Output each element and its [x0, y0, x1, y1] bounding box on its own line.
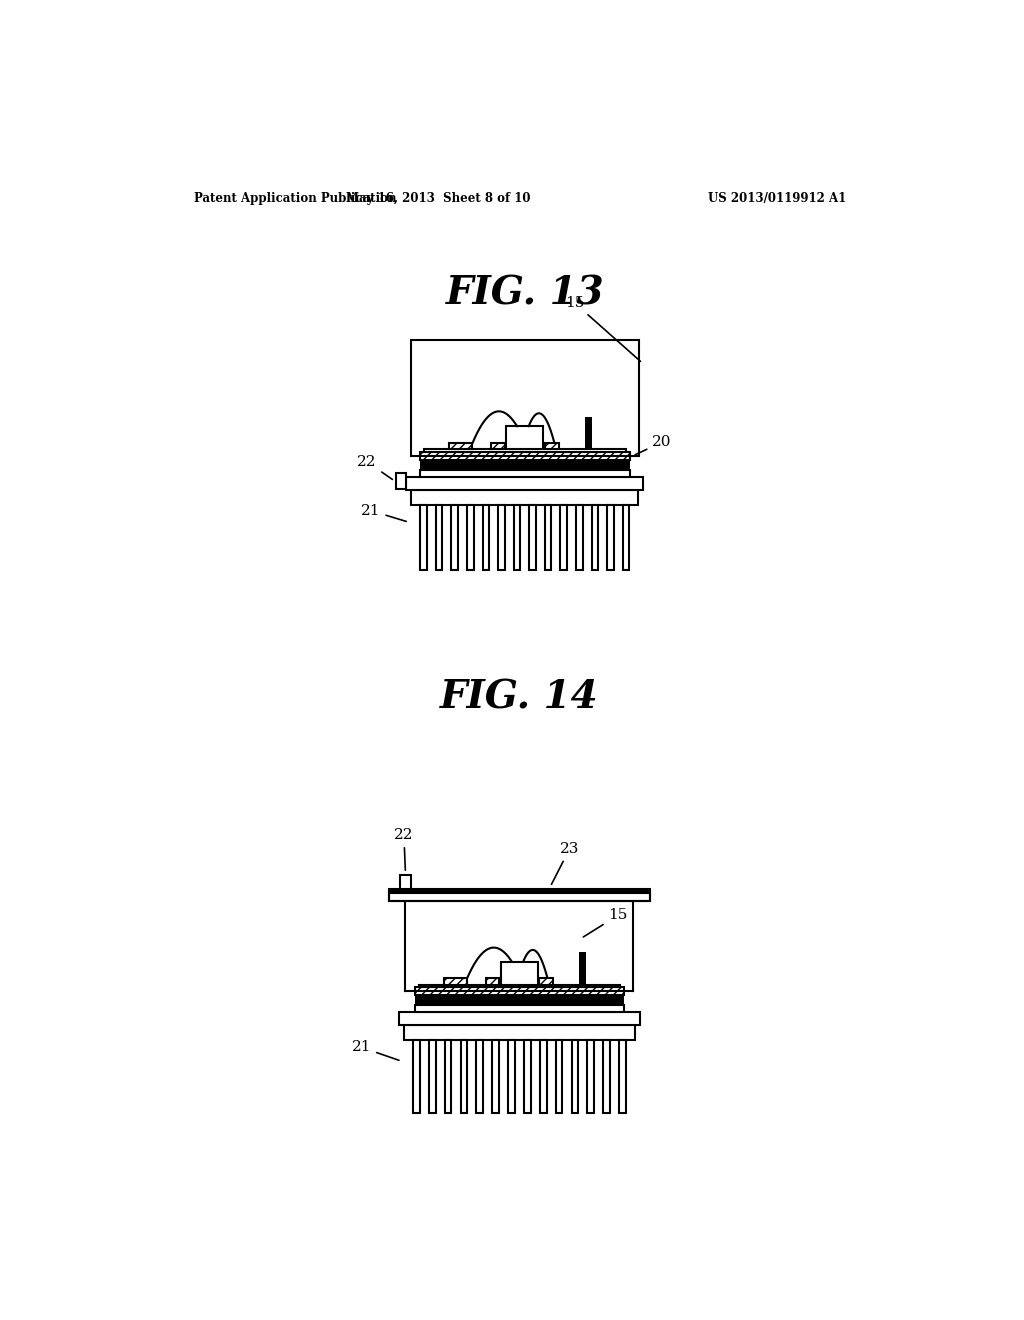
Bar — [420, 506, 427, 570]
Bar — [580, 952, 587, 985]
Bar — [498, 506, 505, 570]
Bar — [413, 1040, 420, 1113]
Text: 15: 15 — [584, 908, 628, 937]
Bar — [603, 1040, 610, 1113]
Bar — [493, 1040, 499, 1113]
Text: FIG. 14: FIG. 14 — [440, 678, 599, 717]
Bar — [407, 477, 643, 490]
Bar — [389, 890, 649, 892]
Bar — [490, 442, 505, 449]
Bar — [415, 987, 625, 995]
Text: US 2013/0119912 A1: US 2013/0119912 A1 — [708, 191, 846, 205]
Bar — [529, 506, 536, 570]
Bar — [571, 1040, 579, 1113]
Bar — [419, 985, 621, 987]
Text: 22: 22 — [357, 455, 392, 479]
Text: Patent Application Publication: Patent Application Publication — [194, 191, 396, 205]
Bar — [485, 978, 500, 985]
Bar — [620, 1040, 626, 1113]
Bar — [540, 1040, 547, 1113]
Bar — [444, 978, 467, 985]
Bar — [400, 875, 411, 890]
Bar — [420, 461, 630, 470]
Bar — [607, 506, 613, 570]
Bar — [429, 1040, 435, 1113]
Bar — [545, 506, 552, 570]
Bar — [560, 506, 567, 570]
Text: 23: 23 — [552, 842, 580, 884]
Bar — [389, 890, 649, 902]
Text: 20: 20 — [635, 436, 672, 455]
Text: 21: 21 — [361, 504, 407, 521]
Bar — [420, 470, 630, 478]
Bar — [623, 506, 630, 570]
Bar — [389, 892, 649, 902]
Bar — [508, 1040, 515, 1113]
Bar — [415, 995, 625, 1006]
Text: 15: 15 — [565, 296, 641, 362]
Text: 22: 22 — [394, 828, 414, 870]
Bar — [412, 490, 638, 506]
Bar — [467, 506, 473, 570]
Bar — [540, 978, 553, 985]
Bar — [461, 1040, 467, 1113]
Bar — [396, 474, 407, 488]
Bar — [501, 961, 538, 985]
Bar — [514, 506, 520, 570]
Bar — [577, 506, 583, 570]
Bar — [476, 1040, 483, 1113]
Bar — [399, 1012, 640, 1024]
Bar — [415, 1006, 625, 1012]
Bar — [424, 450, 626, 451]
Bar — [482, 506, 489, 570]
Bar — [524, 1040, 530, 1113]
Bar — [403, 1024, 635, 1040]
Bar — [592, 506, 598, 570]
Bar — [556, 1040, 562, 1113]
Bar — [452, 506, 458, 570]
Text: 21: 21 — [352, 1040, 399, 1060]
Bar — [450, 442, 472, 449]
Bar — [420, 451, 630, 461]
Bar — [411, 341, 639, 455]
Text: FIG. 13: FIG. 13 — [445, 275, 604, 312]
Bar — [545, 442, 559, 449]
Bar — [585, 417, 592, 449]
Bar — [588, 1040, 594, 1113]
Bar — [444, 1040, 452, 1113]
Bar — [436, 506, 442, 570]
Text: May 16, 2013  Sheet 8 of 10: May 16, 2013 Sheet 8 of 10 — [346, 191, 530, 205]
Bar — [506, 426, 544, 449]
